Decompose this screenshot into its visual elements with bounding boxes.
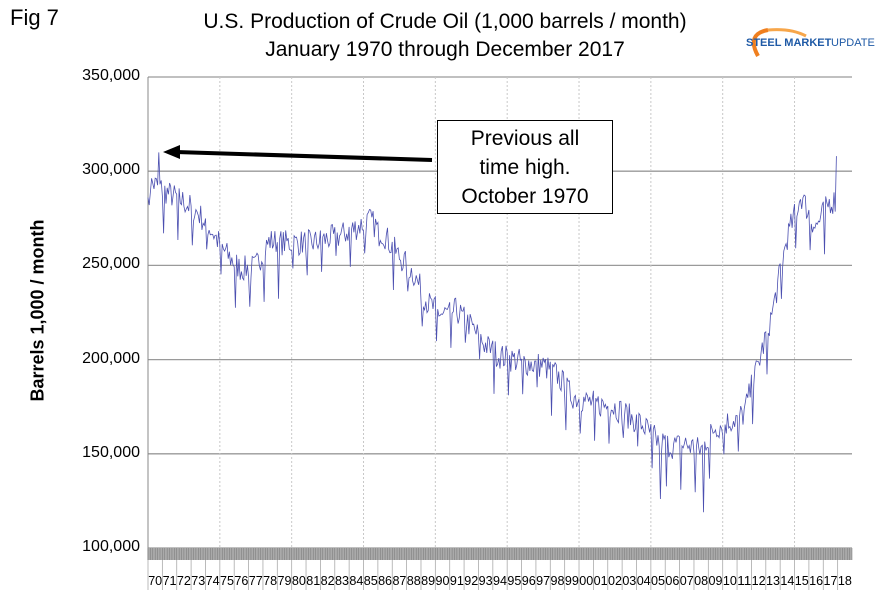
figure-label: Fig 7 [10,5,59,30]
y-tick-label: 250,000 [82,255,140,273]
x-tick-label: 91 [450,573,464,588]
x-tick-label: 75 [220,573,234,588]
x-tick-label: 99 [565,573,579,588]
y-tick-label: 200,000 [82,349,140,367]
annotation-box: Previous all time high. October 1970 [437,120,613,214]
x-tick-label: 71 [163,573,177,588]
x-tick-label: 95 [507,573,521,588]
x-tick-label: 15 [795,573,809,588]
x-tick-label: 87 [392,573,406,588]
x-tick-label: 97 [536,573,550,588]
annotation-arrowhead [163,145,180,159]
x-tick-label: 18 [838,573,852,588]
x-tick-label: 10 [723,573,737,588]
x-tick-label: 89 [421,573,435,588]
x-tick-label: 77 [249,573,263,588]
x-tick-label: 82 [321,573,335,588]
x-tick-label: 80 [292,573,306,588]
x-tick-label: 01 [594,573,608,588]
y-tick-label: 100,000 [82,538,140,555]
x-tick-label: 84 [349,573,363,588]
x-tick-label: 14 [780,573,794,588]
annotation-line: October 1970 [461,185,589,208]
x-tick-label: 08 [694,573,708,588]
x-tick-label: 05 [651,573,665,588]
x-tick-label: 17 [823,573,837,588]
x-tick-label: 73 [191,573,205,588]
x-tick-label: 12 [752,573,766,588]
annotation-line: Previous all [470,127,580,150]
y-tick-label: 300,000 [82,161,140,179]
annotation-line: time high. [479,156,571,179]
x-tick-label: 78 [263,573,277,588]
chart-subtitle: January 1970 through December 2017 [265,38,625,61]
x-tick-label: 74 [206,573,220,588]
x-tick-label: 79 [278,573,292,588]
x-tick-label: 00 [579,573,593,588]
chart-title: U.S. Production of Crude Oil (1,000 barr… [203,10,687,33]
x-tick-label: 85 [364,573,378,588]
x-tick-label: 76 [234,573,248,588]
x-tick-label: 81 [306,573,320,588]
x-tick-label: 98 [550,573,564,588]
x-tick-label: 03 [622,573,636,588]
annotation-arrow-shaft [175,150,433,162]
steel-market-update-logo: STEEL MARKET UPDATE [736,26,881,60]
svg-text:STEEL MARKET: STEEL MARKET [746,37,832,49]
x-tick-label: 16 [809,573,823,588]
x-tick-label: 02 [608,573,622,588]
y-tick-label: 350,000 [82,67,140,84]
x-tick-label: 90 [436,573,450,588]
x-tick-label: 07 [680,573,694,588]
y-tick-label: 150,000 [82,443,140,461]
x-tick-label: 94 [493,573,507,588]
x-tick-label: 70 [148,573,162,588]
x-tick-label: 72 [177,573,191,588]
x-tick-label: 11 [737,573,751,588]
x-tick-label: 13 [766,573,780,588]
x-tick-label: 83 [335,573,349,588]
x-tick-label: 88 [407,573,421,588]
x-tick-label: 86 [378,573,392,588]
production-series-line [147,152,837,513]
x-tick-label: 06 [665,573,679,588]
x-tick-label: 04 [637,573,651,588]
x-tick-label: 93 [479,573,493,588]
svg-text:UPDATE: UPDATE [831,37,875,49]
x-tick-label: 92 [464,573,478,588]
x-tick-label: 96 [522,573,536,588]
x-tick-label: 09 [709,573,723,588]
